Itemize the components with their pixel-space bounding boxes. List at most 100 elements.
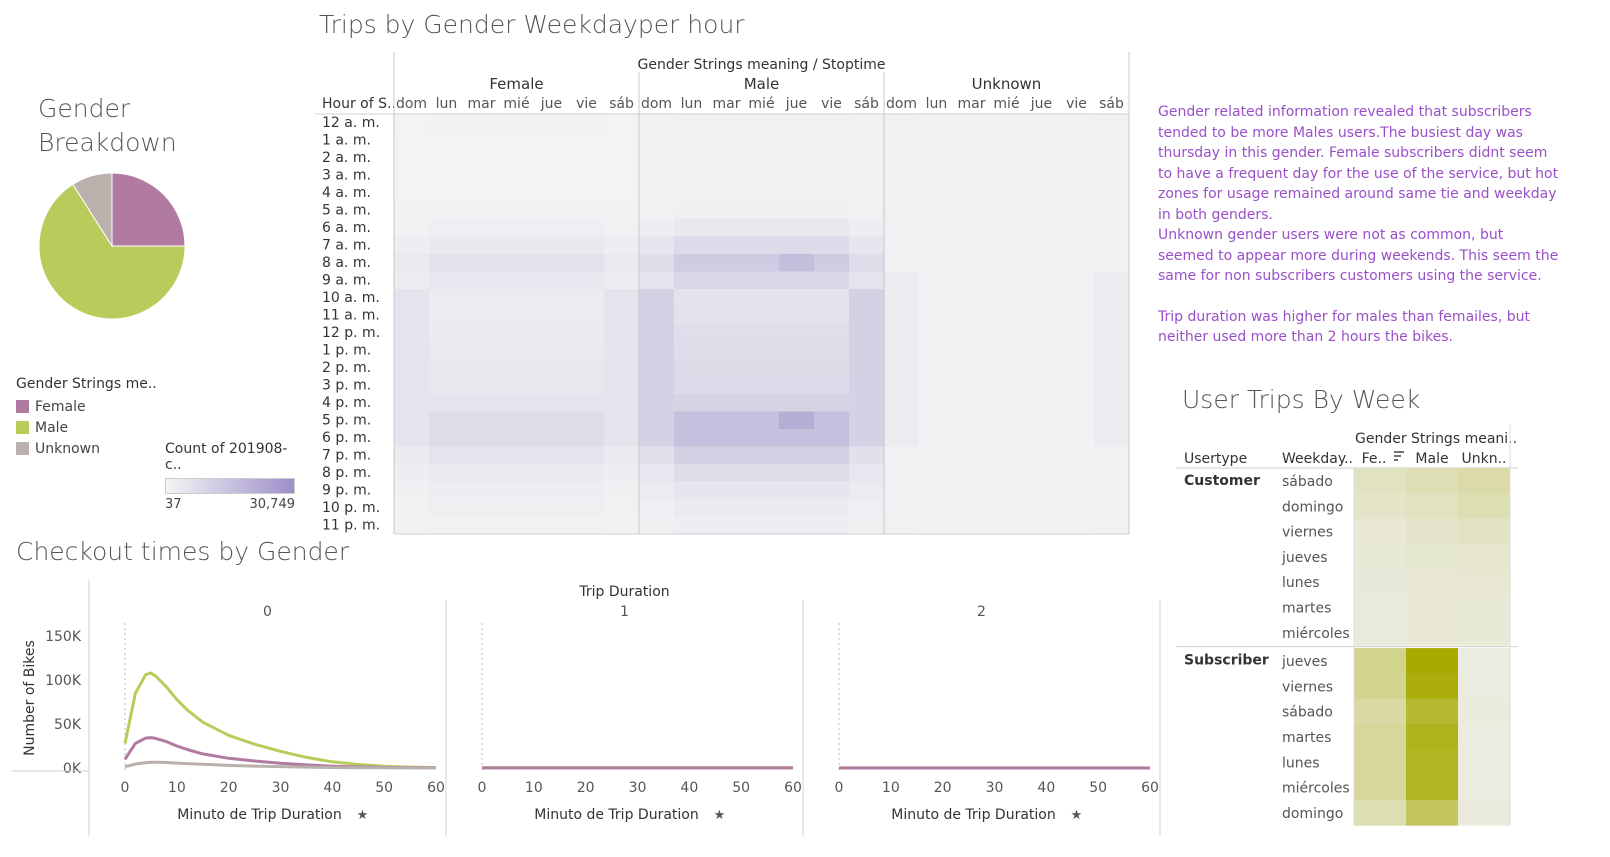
heatmap-cell[interactable] (604, 376, 640, 395)
heatmap-cell[interactable] (429, 446, 465, 465)
heatmap-cell[interactable] (499, 411, 535, 430)
heatmap-cell[interactable] (709, 359, 745, 377)
trips-cell[interactable] (1406, 594, 1459, 621)
heatmap-cell[interactable] (814, 254, 850, 272)
heatmap-cell[interactable] (814, 219, 850, 237)
trips-cell[interactable] (1406, 648, 1459, 674)
trips-cell[interactable] (1458, 493, 1511, 520)
heatmap-cell[interactable] (884, 376, 920, 395)
heatmap-cell[interactable] (1024, 481, 1060, 500)
heatmap-cell[interactable] (1094, 429, 1130, 447)
heatmap-cell[interactable] (884, 149, 920, 167)
pin-icon[interactable]: ★ (714, 808, 726, 823)
heatmap-cell[interactable] (744, 341, 780, 360)
heatmap-cell[interactable] (429, 359, 465, 377)
heatmap-cell[interactable] (394, 446, 430, 465)
heatmap-cell[interactable] (394, 429, 430, 447)
trips-cell[interactable] (1458, 619, 1511, 646)
heatmap-cell[interactable] (674, 184, 710, 202)
heatmap-cell[interactable] (954, 289, 990, 307)
heatmap-cell[interactable] (569, 271, 605, 290)
heatmap-cell[interactable] (1059, 481, 1095, 500)
trips-cell[interactable] (1406, 749, 1459, 776)
heatmap-cell[interactable] (919, 131, 955, 150)
heatmap-cell[interactable] (884, 499, 920, 517)
heatmap-cell[interactable] (744, 201, 780, 220)
heatmap-cell[interactable] (604, 516, 640, 535)
heatmap-cell[interactable] (464, 446, 500, 465)
heatmap-cell[interactable] (1094, 254, 1130, 272)
heatmap-cell[interactable] (534, 499, 570, 517)
heatmap-cell[interactable] (534, 289, 570, 307)
heatmap-cell[interactable] (639, 481, 675, 500)
heatmap-cell[interactable] (569, 219, 605, 237)
heatmap-cell[interactable] (989, 359, 1025, 377)
heatmap-cell[interactable] (429, 516, 465, 535)
heatmap-cell[interactable] (464, 341, 500, 360)
heatmap-cell[interactable] (429, 376, 465, 395)
heatmap-cell[interactable] (779, 429, 815, 447)
heatmap-cell[interactable] (1059, 184, 1095, 202)
heatmap-cell[interactable] (674, 464, 710, 482)
heatmap-cell[interactable] (394, 149, 430, 167)
heatmap-cell[interactable] (534, 114, 570, 132)
heatmap-cell[interactable] (1094, 359, 1130, 377)
heatmap-cell[interactable] (919, 429, 955, 447)
heatmap-cell[interactable] (919, 411, 955, 430)
trips-cell[interactable] (1354, 543, 1407, 570)
heatmap-cell[interactable] (429, 341, 465, 360)
heatmap-cell[interactable] (674, 131, 710, 150)
trips-cell[interactable] (1406, 774, 1459, 801)
heatmap-cell[interactable] (744, 376, 780, 395)
heatmap-cell[interactable] (989, 114, 1025, 132)
heatmap-cell[interactable] (429, 149, 465, 167)
heatmap-cell[interactable] (989, 516, 1025, 535)
heatmap-cell[interactable] (709, 394, 745, 412)
heatmap-cell[interactable] (1094, 289, 1130, 307)
heatmap-cell[interactable] (674, 201, 710, 220)
heatmap-cell[interactable] (954, 411, 990, 430)
heatmap-cell[interactable] (884, 131, 920, 150)
heatmap-cell[interactable] (639, 499, 675, 517)
heatmap-cell[interactable] (1024, 289, 1060, 307)
heatmap-cell[interactable] (814, 184, 850, 202)
heatmap-cell[interactable] (429, 306, 465, 325)
heatmap-cell[interactable] (779, 114, 815, 132)
heatmap-cell[interactable] (569, 481, 605, 500)
heatmap-cell[interactable] (919, 254, 955, 272)
heatmap-cell[interactable] (499, 429, 535, 447)
heatmap-cell[interactable] (394, 236, 430, 255)
trips-cell[interactable] (1458, 648, 1511, 674)
heatmap-cell[interactable] (499, 464, 535, 482)
heatmap-cell[interactable] (1024, 394, 1060, 412)
heatmap-cell[interactable] (464, 516, 500, 535)
heatmap-cell[interactable] (1059, 306, 1095, 325)
trips-cell[interactable] (1458, 749, 1511, 776)
heatmap-cell[interactable] (919, 446, 955, 465)
heatmap-cell[interactable] (954, 236, 990, 255)
heatmap-cell[interactable] (1094, 324, 1130, 342)
heatmap-cell[interactable] (394, 114, 430, 132)
trips-cell[interactable] (1406, 569, 1459, 595)
heatmap-cell[interactable] (849, 166, 885, 185)
heatmap-cell[interactable] (674, 411, 710, 430)
heatmap-cell[interactable] (779, 394, 815, 412)
heatmap-cell[interactable] (464, 184, 500, 202)
heatmap-cell[interactable] (604, 324, 640, 342)
heatmap-cell[interactable] (744, 289, 780, 307)
heatmap-cell[interactable] (744, 411, 780, 430)
heatmap-cell[interactable] (709, 271, 745, 290)
heatmap-cell[interactable] (639, 359, 675, 377)
heatmap-cell[interactable] (1024, 114, 1060, 132)
heatmap-cell[interactable] (849, 341, 885, 360)
trips-cell[interactable] (1458, 724, 1511, 750)
heatmap-cell[interactable] (709, 446, 745, 465)
heatmap-cell[interactable] (674, 114, 710, 132)
heatmap-cell[interactable] (779, 516, 815, 535)
heatmap-cell[interactable] (604, 271, 640, 290)
heatmap-cell[interactable] (1024, 271, 1060, 290)
heatmap-cell[interactable] (674, 376, 710, 395)
heatmap-cell[interactable] (709, 236, 745, 255)
heatmap-cell[interactable] (1094, 271, 1130, 290)
heatmap-cell[interactable] (604, 289, 640, 307)
